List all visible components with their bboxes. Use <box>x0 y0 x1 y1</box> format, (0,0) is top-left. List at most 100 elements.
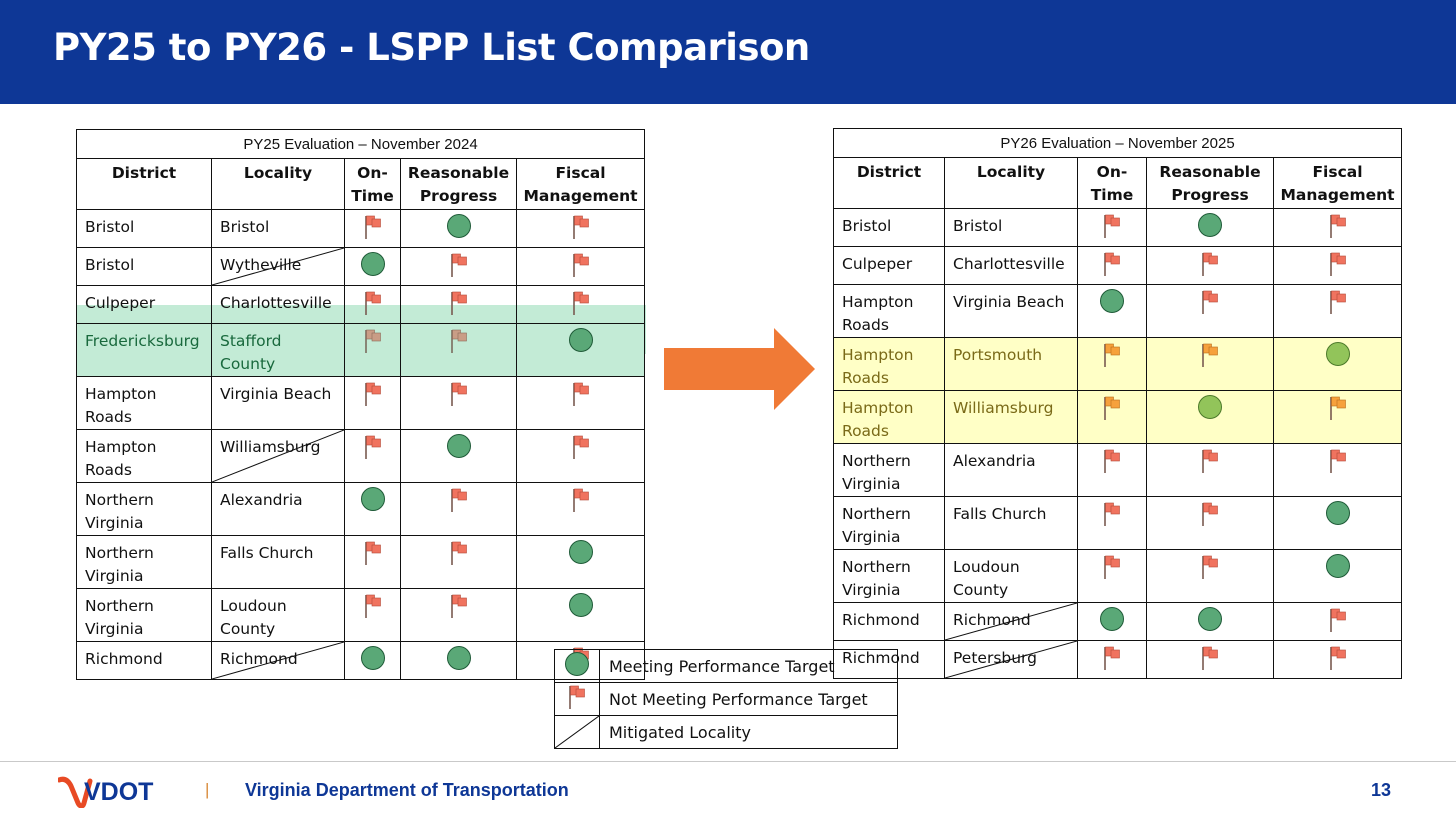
district-text-line2: Roads <box>85 461 132 479</box>
fiscal-status-cell <box>515 323 646 377</box>
progress-status-cell <box>400 429 517 483</box>
col-header-fiscal-line1: Fiscal <box>1312 163 1363 181</box>
district-text-line2: Virginia <box>842 475 901 493</box>
col-header-reasonable-line2: Progress <box>419 187 498 205</box>
fiscal-status-cell <box>1272 246 1403 285</box>
table-row: Bristol Wytheville <box>76 247 646 286</box>
red-flag-icon <box>1200 554 1220 587</box>
on-time-status-cell <box>344 285 401 324</box>
on-time-status-cell <box>344 429 401 483</box>
table-row: Culpeper Charlottesville <box>76 285 646 324</box>
progress-status-cell <box>1146 443 1274 497</box>
locality-cell: Portsmouth <box>944 337 1078 391</box>
red-flag-icon <box>1200 289 1220 322</box>
locality-text: Alexandria <box>220 491 303 509</box>
red-flag-icon <box>1102 501 1122 534</box>
green-circle-icon <box>1325 554 1350 585</box>
district-text-line2: Roads <box>842 316 889 334</box>
district-cell: Northern Virginia <box>76 588 212 642</box>
green-circle-shape <box>1325 342 1350 366</box>
locality-text: Stafford <box>220 332 282 350</box>
mitigated-slash-icon <box>212 430 344 482</box>
green-circle-icon <box>1100 607 1124 638</box>
red-flag-icon <box>1200 251 1220 284</box>
district-text: Richmond <box>842 611 920 629</box>
locality-text-line2: County <box>953 581 1009 599</box>
on-time-status-cell <box>1077 208 1147 247</box>
district-text-line2: Virginia <box>85 620 144 638</box>
locality-cell: Bristol <box>944 208 1078 247</box>
on-time-status-cell <box>344 482 401 536</box>
locality-cell: Falls Church <box>944 496 1078 550</box>
red-flag-icon <box>1102 213 1122 246</box>
locality-text: Bristol <box>953 217 1003 235</box>
red-flag-icon <box>571 252 591 285</box>
locality-cell: Charlottesville <box>211 285 345 324</box>
col-header-on-time-line1: On- <box>1096 163 1128 181</box>
district-text: Hampton <box>85 385 157 403</box>
on-time-status-cell <box>344 376 401 430</box>
logo-text: VDOT <box>84 778 153 806</box>
locality-text: Portsmouth <box>953 346 1043 364</box>
table-row: Hampton Roads Williamsburg <box>833 390 1403 444</box>
fiscal-status-cell <box>1272 496 1403 550</box>
locality-text: Bristol <box>220 218 270 236</box>
district-text: Hampton <box>85 438 157 456</box>
red-flag-icon <box>449 487 469 520</box>
fiscal-status-cell <box>515 429 646 483</box>
fiscal-status-cell <box>1272 602 1403 641</box>
locality-cell: Richmond <box>211 641 345 680</box>
table-row: Northern Virginia Falls Church <box>833 496 1403 550</box>
green-circle-icon <box>1198 395 1222 426</box>
on-time-status-cell <box>1077 284 1147 338</box>
red-flag-icon <box>1102 342 1122 375</box>
col-header-reasonable-progress: Reasonable Progress <box>1146 157 1274 209</box>
locality-text: Richmond <box>953 611 1031 629</box>
green-circle-icon <box>360 646 385 677</box>
locality-text: Williamsburg <box>953 399 1054 417</box>
district-cell: Northern Virginia <box>833 443 945 497</box>
legend-symbol-not-meeting <box>554 682 600 716</box>
red-flag-icon <box>363 593 383 626</box>
col-header-reasonable-line1: Reasonable <box>1159 163 1261 181</box>
table-row: Northern Virginia Falls Church <box>76 535 646 589</box>
district-text: Northern <box>842 452 911 470</box>
table-row: Northern Virginia Loudoun County <box>833 549 1403 603</box>
red-flag-icon <box>1102 251 1122 284</box>
green-circle-shape <box>1100 607 1124 631</box>
fiscal-status-cell <box>1272 390 1403 444</box>
mitigated-slash-icon <box>212 642 344 679</box>
green-circle-icon <box>568 328 593 359</box>
green-circle-icon <box>446 646 471 677</box>
red-flag-icon <box>571 487 591 520</box>
locality-cell: Williamsburg <box>944 390 1078 444</box>
table-row: Hampton Roads Portsmouth <box>833 337 1403 391</box>
fiscal-status-cell <box>1272 284 1403 338</box>
district-cell: Northern Virginia <box>76 482 212 536</box>
locality-cell: Falls Church <box>211 535 345 589</box>
progress-status-cell <box>1146 337 1274 391</box>
fiscal-status-cell <box>515 285 646 324</box>
on-time-status-cell <box>1077 390 1147 444</box>
green-circle-icon <box>360 487 385 518</box>
footer-divider <box>0 761 1456 762</box>
district-text-line2: Virginia <box>842 581 901 599</box>
green-circle-icon <box>565 652 589 676</box>
table-row: Fredericksburg Stafford County <box>76 323 646 377</box>
on-time-status-cell <box>344 323 401 377</box>
district-text: Northern <box>842 505 911 523</box>
on-time-status-cell <box>1077 443 1147 497</box>
locality-cell: Loudoun County <box>211 588 345 642</box>
green-circle-icon <box>1198 607 1222 638</box>
locality-cell: Bristol <box>211 209 345 248</box>
table-row: Bristol Bristol <box>76 209 646 248</box>
green-circle-shape <box>568 540 593 564</box>
district-cell: Hampton Roads <box>76 376 212 430</box>
district-text-line2: Virginia <box>842 528 901 546</box>
progress-status-cell <box>1146 549 1274 603</box>
on-time-status-cell <box>1077 549 1147 603</box>
table-row: Hampton Roads Virginia Beach <box>833 284 1403 338</box>
locality-text: Loudoun <box>953 558 1020 576</box>
district-cell: Hampton Roads <box>833 390 945 444</box>
green-circle-shape <box>446 646 471 670</box>
